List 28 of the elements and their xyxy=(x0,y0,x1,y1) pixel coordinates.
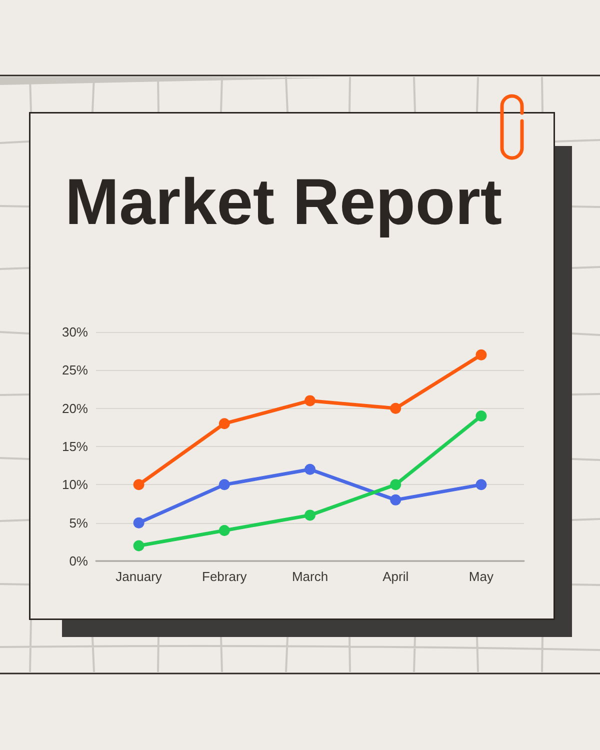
point xyxy=(304,395,316,406)
point xyxy=(304,464,316,475)
x-tick-label: January xyxy=(116,569,162,584)
point xyxy=(476,410,487,422)
y-tick-label: 10% xyxy=(62,477,88,492)
y-tick-label: 15% xyxy=(62,439,88,454)
point xyxy=(218,418,230,430)
point xyxy=(133,540,144,552)
point xyxy=(390,479,402,490)
chart-title: Market Report xyxy=(65,165,502,238)
x-tick-label: Febrary xyxy=(202,569,248,584)
point xyxy=(218,479,230,490)
point xyxy=(390,402,402,414)
point xyxy=(304,510,316,521)
y-tick-label: 0% xyxy=(69,554,88,568)
y-tick-label: 25% xyxy=(62,362,88,378)
x-tick-label: April xyxy=(382,569,409,584)
y-tick-label: 20% xyxy=(62,400,88,416)
point xyxy=(218,524,230,536)
point xyxy=(476,479,487,490)
y-tick-label: 30% xyxy=(62,324,88,340)
point xyxy=(133,479,144,490)
point xyxy=(133,517,144,528)
x-tick-label: May xyxy=(468,569,494,584)
y-tick-label: 5% xyxy=(69,515,88,530)
point xyxy=(390,494,402,506)
x-tick-label: March xyxy=(292,569,328,584)
point xyxy=(476,349,487,360)
